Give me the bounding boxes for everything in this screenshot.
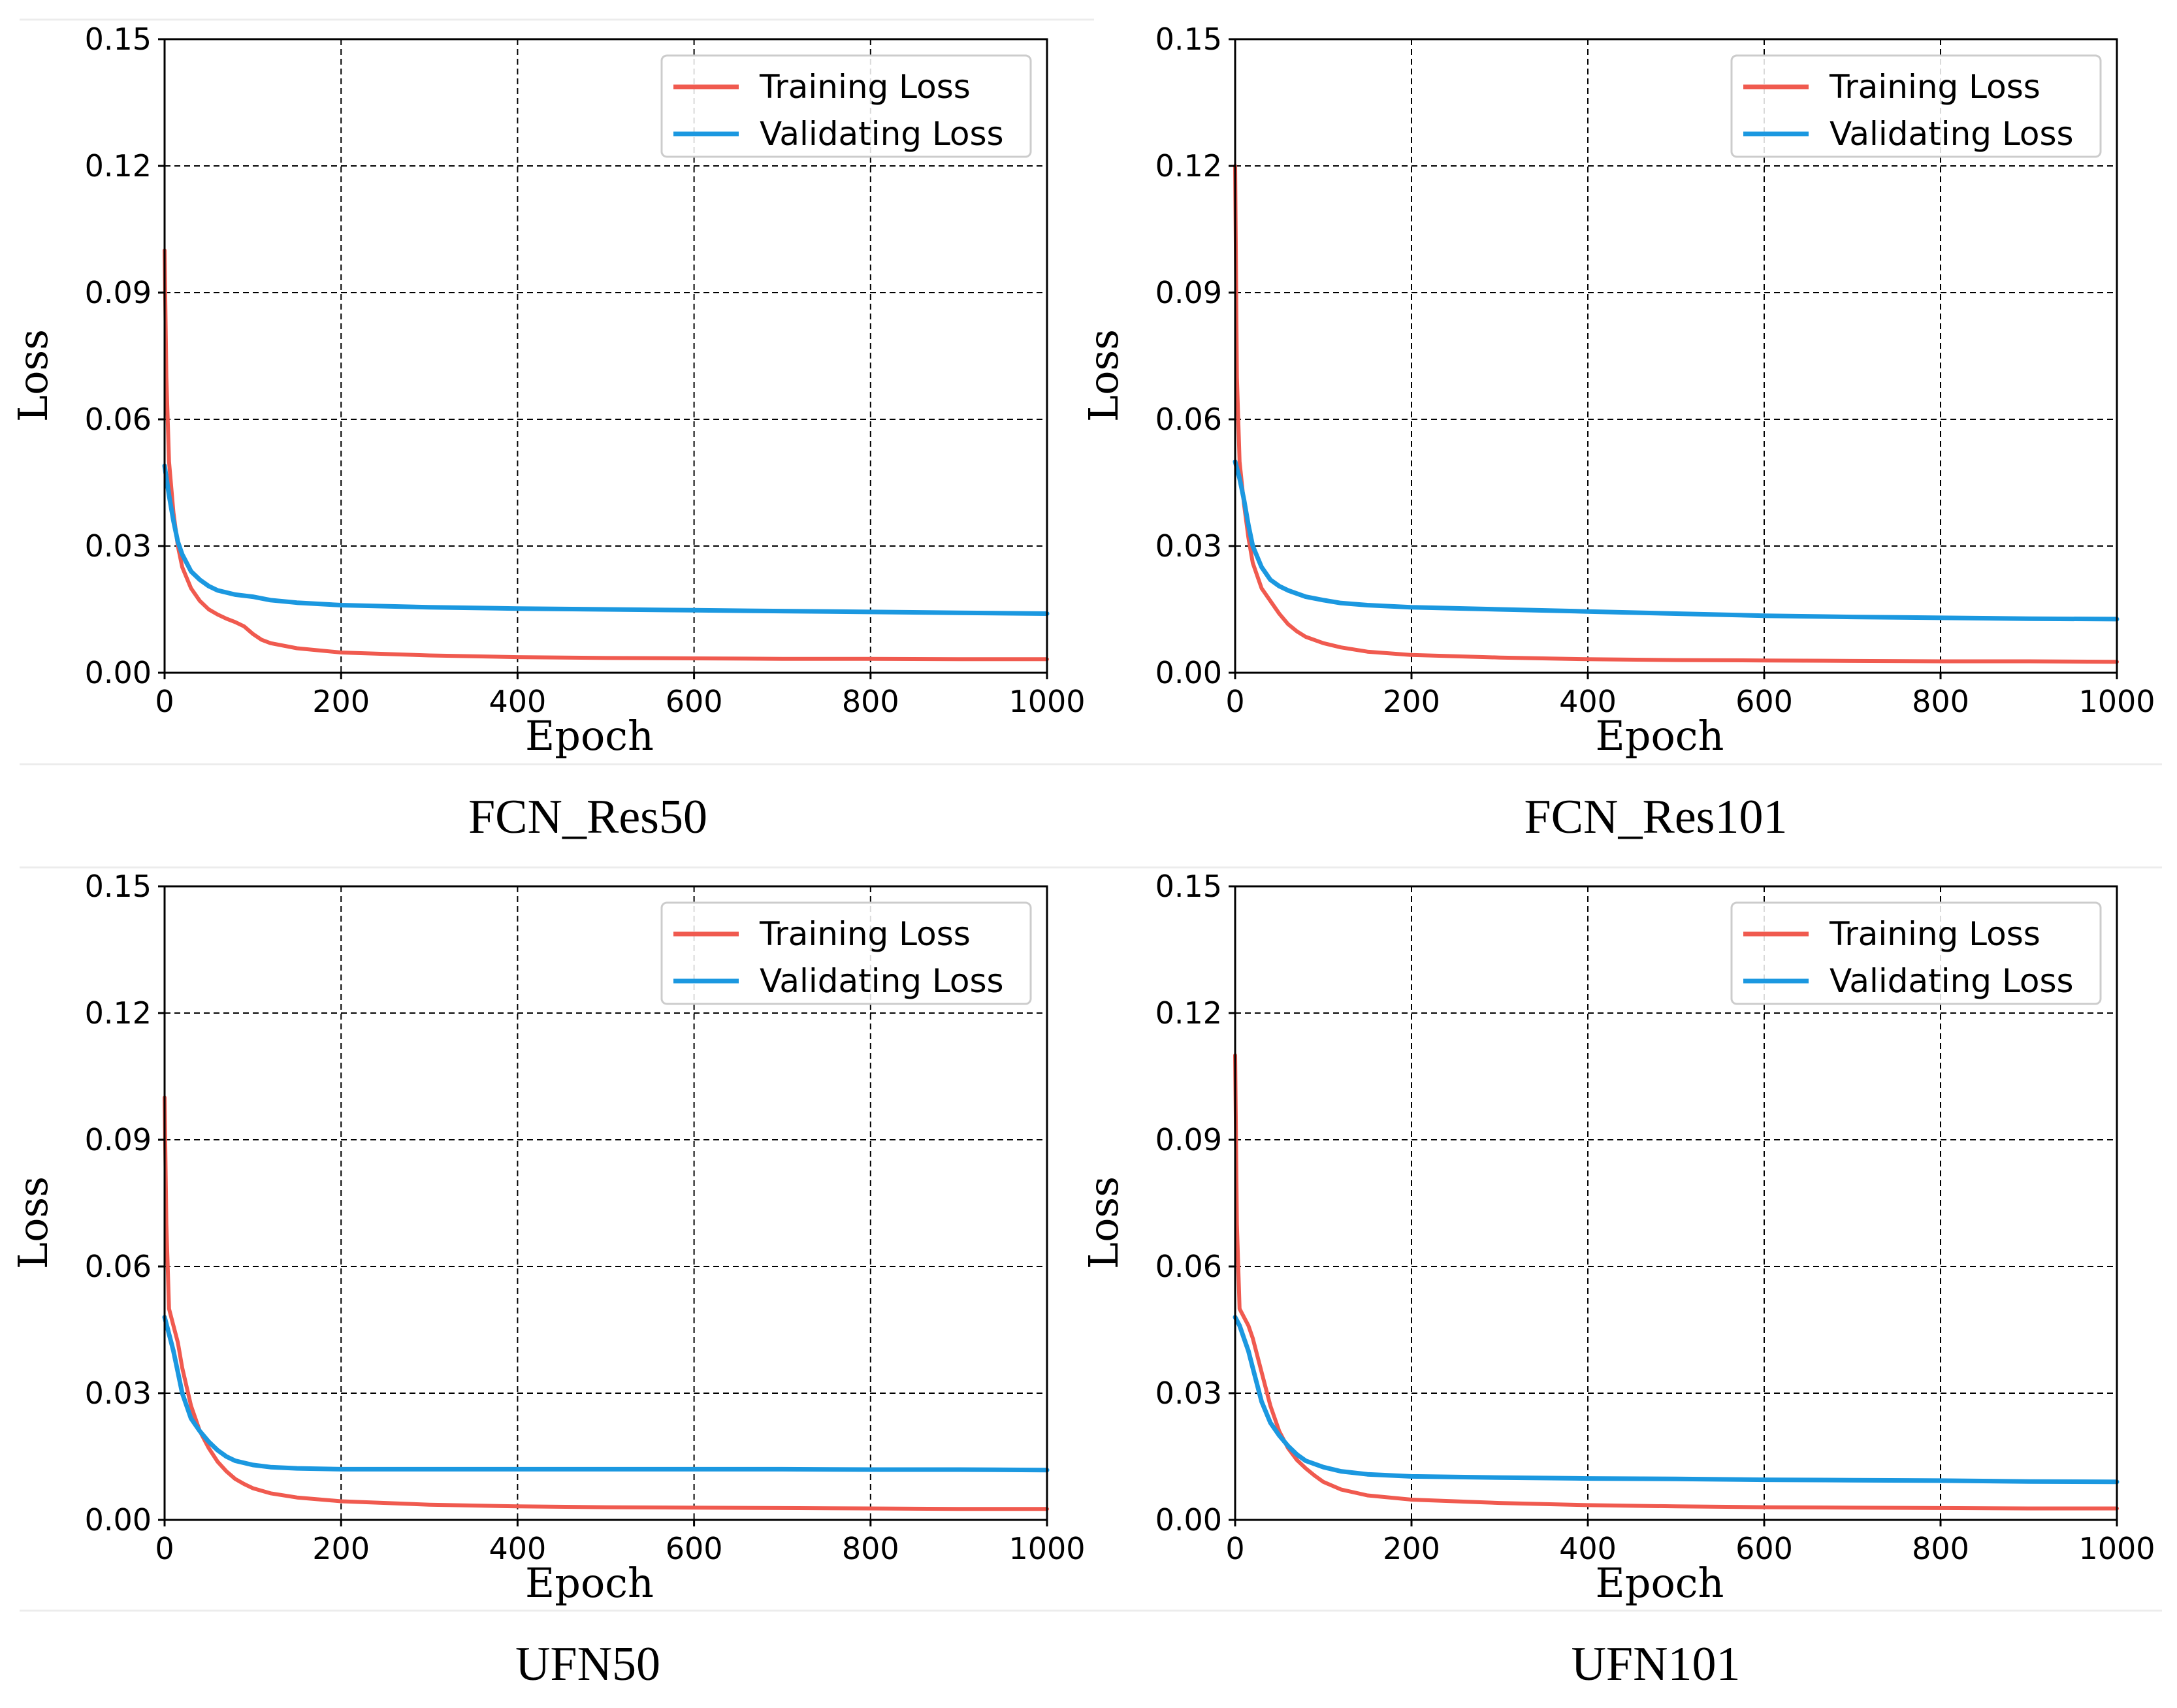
y-tick-label: 0.12 [1155, 995, 1222, 1031]
x-tick-label: 0 [1225, 1531, 1244, 1566]
y-tick-label: 0.09 [1155, 1122, 1222, 1157]
y-tick-label: 0.03 [85, 528, 152, 564]
x-axis-label: Epoch [1596, 1559, 1724, 1607]
legend: Training Loss Validating Loss [660, 901, 1032, 1005]
y-tick-label: 0.12 [85, 148, 152, 184]
x-tick-label: 800 [1912, 1531, 1969, 1566]
training-loss-line [163, 248, 1049, 662]
x-tick-label: 600 [1735, 684, 1793, 719]
y-tick-label: 0.00 [1155, 1502, 1222, 1538]
panel-caption: UFN50 [515, 1637, 660, 1691]
y-tick-label: 0.03 [1155, 1376, 1222, 1411]
y-axis-label: Loss [9, 329, 57, 422]
x-axis-label: Epoch [525, 1559, 654, 1607]
y-tick-label: 0.15 [85, 869, 152, 904]
panel-caption: FCN_Res50 [468, 790, 707, 844]
plot-frame [163, 885, 1048, 1521]
chart-panel-2: 0 200 400 600 800 1000 0.00 0.03 0.06 0.09 0.12 0.1… [1080, 22, 2155, 844]
y-tick-label: 0.00 [85, 655, 152, 690]
x-tick-label: 1000 [1008, 684, 1085, 719]
y-tick-label: 0.06 [1155, 402, 1222, 437]
y-tick-label: 0.00 [85, 1502, 152, 1538]
legend-box [660, 901, 1032, 1005]
legend-label: Training Loss [759, 68, 971, 106]
training-loss-line [163, 1095, 1049, 1511]
x-tick-label: 1000 [2078, 1531, 2155, 1566]
plot-frame [163, 38, 1048, 674]
validating-loss-line [1233, 1315, 2120, 1485]
x-tick-label: 0 [155, 684, 174, 719]
validating-loss-line [1233, 459, 2120, 622]
legend-label: Training Loss [1829, 915, 2040, 953]
y-axis-label: Loss [1080, 1176, 1127, 1269]
y-tick-label: 0.09 [1155, 275, 1222, 310]
legend-label: Training Loss [759, 915, 971, 953]
y-tick-label: 0.12 [1155, 148, 1222, 184]
legend-label: Training Loss [1829, 68, 2040, 106]
x-tick-label: 0 [1225, 684, 1244, 719]
x-tick-label: 1000 [2078, 684, 2155, 719]
legend-box [660, 54, 1032, 158]
y-tick-label: 0.03 [85, 1376, 152, 1411]
y-tick-label: 0.06 [1155, 1249, 1222, 1284]
x-tick-label: 200 [1383, 1531, 1440, 1566]
legend-label: Validating Loss [1830, 962, 2074, 1000]
y-tick-label: 0.09 [85, 275, 152, 310]
legend-box [1730, 54, 2102, 158]
x-tick-label: 600 [1735, 1531, 1793, 1566]
legend-box [1730, 901, 2102, 1005]
y-tick-label: 0.15 [85, 22, 152, 57]
y-tick-label: 0.15 [1155, 869, 1222, 904]
y-axis-label: Loss [1080, 329, 1127, 422]
chart-panel-3: 0 200 400 600 800 1000 0.00 0.03 0.06 0.09 0.12 0.1… [9, 869, 1086, 1691]
legend-label: Validating Loss [760, 962, 1004, 1000]
x-tick-label: 600 [666, 1531, 723, 1566]
y-tick-label: 0.06 [85, 402, 152, 437]
x-axis-label: Epoch [525, 712, 654, 760]
y-tick-label: 0.06 [85, 1249, 152, 1284]
x-tick-label: 400 [489, 1531, 546, 1566]
training-loss-line [1233, 164, 2119, 664]
chart-panel-1: 0 200 400 600 800 1000 0.00 0.03 0.06 0.09 0.12 0.1… [9, 22, 1086, 844]
x-tick-label: 800 [1912, 684, 1969, 719]
plot-frame [1234, 38, 2118, 674]
y-tick-label: 0.09 [85, 1122, 152, 1157]
legend-label: Validating Loss [1830, 115, 2074, 153]
panel-caption: FCN_Res101 [1524, 790, 1788, 844]
x-tick-label: 1000 [1008, 1531, 1085, 1566]
legend: Training Loss Validating Loss [660, 54, 1032, 158]
x-tick-label: 800 [842, 1531, 899, 1566]
x-tick-label: 600 [666, 684, 723, 719]
y-tick-label: 0.03 [1155, 528, 1222, 564]
x-tick-label: 200 [312, 684, 370, 719]
chart-panel-4: 0 200 400 600 800 1000 0.00 0.03 0.06 0.09 0.12 0.1… [1080, 869, 2155, 1691]
x-tick-label: 400 [489, 684, 546, 719]
legend-label: Validating Loss [760, 115, 1004, 153]
x-tick-label: 400 [1559, 1531, 1617, 1566]
plot-frame [1234, 885, 2118, 1521]
legend: Training Loss Validating Loss [1730, 54, 2102, 158]
x-tick-label: 800 [842, 684, 899, 719]
validating-loss-line [162, 463, 1050, 616]
training-loss-line [1233, 1053, 2119, 1511]
x-tick-label: 400 [1559, 684, 1617, 719]
y-tick-label: 0.12 [85, 995, 152, 1031]
x-tick-label: 0 [155, 1531, 174, 1566]
legend: Training Loss Validating Loss [1730, 901, 2102, 1005]
x-tick-label: 200 [312, 1531, 370, 1566]
validating-loss-line [162, 1315, 1050, 1473]
y-tick-label: 0.00 [1155, 655, 1222, 690]
y-axis-label: Loss [9, 1176, 57, 1269]
x-tick-label: 200 [1383, 684, 1440, 719]
x-axis-label: Epoch [1596, 712, 1724, 760]
panel-caption: UFN101 [1571, 1637, 1740, 1691]
y-tick-label: 0.15 [1155, 22, 1222, 57]
